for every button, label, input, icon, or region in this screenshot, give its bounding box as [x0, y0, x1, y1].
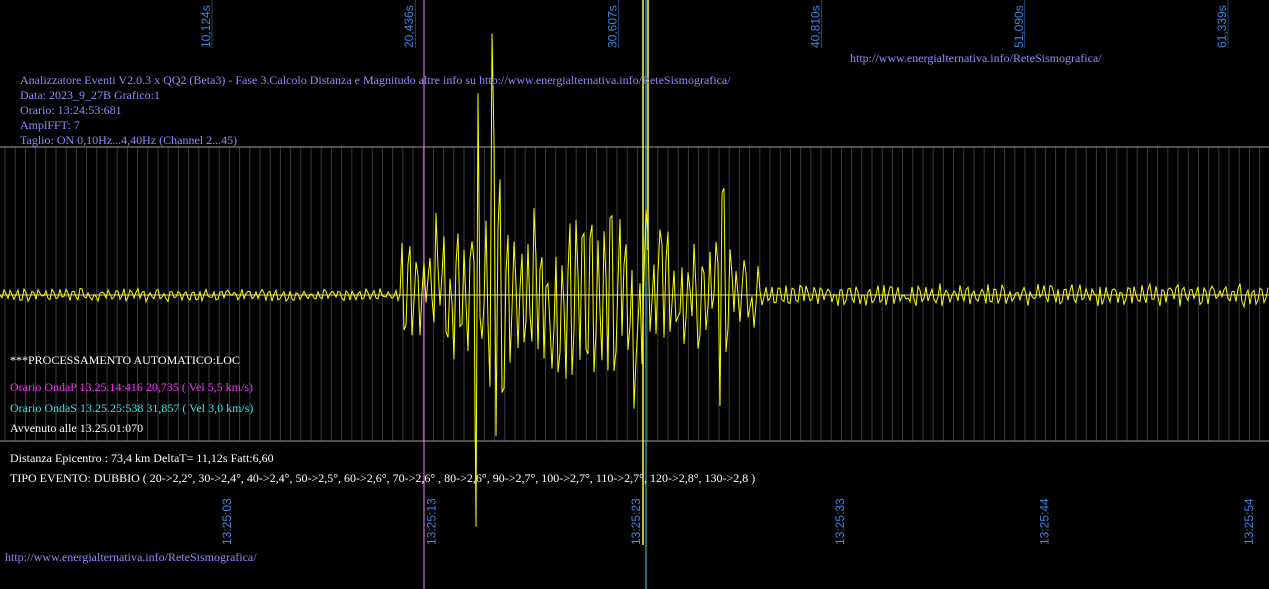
top-label: 40,810s — [809, 5, 823, 48]
bottom-label: 13:25:54 — [1242, 498, 1256, 545]
header-line: Analizzatore Eventi V2.0.3 x QQ2 (Beta3)… — [20, 73, 731, 87]
distance-info: Distanza Epicentro : 73,4 km DeltaT= 11,… — [10, 451, 274, 465]
header-line: Orario: 13:24:53:681 — [20, 103, 122, 117]
waveform — [0, 33, 1269, 527]
bottom-label: 13:25:13 — [424, 498, 438, 545]
s-wave-info: Orario OndaS 13.25.25:538 31,857 ( Vel 3… — [10, 401, 253, 415]
top-axis: 10,124s 20,436s 30,607s 40,810s 51,090s 61,33… — [199, 0, 1229, 48]
top-label: 61,339s — [1215, 5, 1229, 48]
header-line: Taglio: ON 0,10Hz...4,40Hz (Channel 2...… — [20, 133, 237, 147]
top-label: 30,607s — [605, 5, 619, 48]
processing-title: ***PROCESSAMENTO AUTOMATICO:LOC — [10, 353, 240, 367]
bottom-axis: 13:25:03 13:25:13 13:25:23 13:25:33 13:25:44… — [220, 498, 1256, 545]
event-type-info: TIPO EVENTO: DUBBIO ( 20->2,2°, 30->2,4°… — [10, 471, 755, 485]
top-label: 10,124s — [199, 5, 213, 48]
footer-url: http://www.energialternativa.info/ReteSi… — [5, 550, 257, 564]
p-wave-info: Orario OndaP 13.25.14:416 20,735 ( Vel 5… — [10, 380, 253, 394]
header-line: Data: 2023_9_27B Grafico:1 — [20, 88, 160, 102]
bottom-label: 13:25:33 — [833, 498, 847, 545]
bottom-label: 13:25:23 — [629, 498, 643, 545]
bottom-label: 13:25:03 — [220, 498, 234, 545]
occurred-info: Avvenuto alle 13.25.01:070 — [10, 421, 143, 435]
top-label: 51,090s — [1012, 5, 1026, 48]
header-line: AmplFFT: 7 — [20, 118, 80, 132]
top-label: 20,436s — [402, 5, 416, 48]
bottom-label: 13:25:44 — [1038, 498, 1052, 545]
header-url: http://www.energialternativa.info/ReteSi… — [850, 51, 1102, 65]
